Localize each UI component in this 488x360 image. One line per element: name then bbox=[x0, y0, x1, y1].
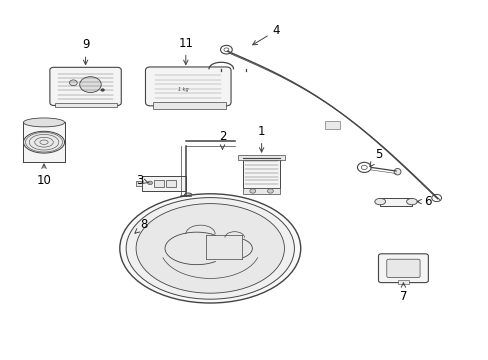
Bar bbox=[325, 121, 339, 129]
Ellipse shape bbox=[374, 198, 385, 205]
Bar bbox=[142, 176, 185, 191]
Circle shape bbox=[147, 181, 152, 185]
Bar bbox=[23, 122, 64, 162]
Circle shape bbox=[69, 80, 77, 86]
Text: 3: 3 bbox=[135, 174, 148, 186]
Ellipse shape bbox=[393, 168, 400, 175]
Text: 4: 4 bbox=[252, 24, 280, 45]
Bar bbox=[154, 180, 163, 187]
Text: 7: 7 bbox=[399, 283, 407, 303]
Text: 8: 8 bbox=[135, 219, 148, 233]
Bar bbox=[55, 103, 117, 107]
Bar bbox=[243, 158, 279, 188]
Text: 5: 5 bbox=[369, 148, 382, 167]
Bar bbox=[397, 280, 408, 284]
Circle shape bbox=[101, 89, 104, 91]
FancyBboxPatch shape bbox=[378, 254, 427, 283]
Text: 10: 10 bbox=[37, 164, 51, 186]
Circle shape bbox=[267, 189, 273, 193]
Ellipse shape bbox=[406, 198, 417, 205]
Bar bbox=[152, 102, 225, 109]
Ellipse shape bbox=[183, 193, 192, 199]
Text: 11: 11 bbox=[178, 37, 193, 64]
Text: 6: 6 bbox=[416, 195, 431, 208]
Ellipse shape bbox=[120, 194, 300, 303]
FancyBboxPatch shape bbox=[145, 67, 230, 106]
Ellipse shape bbox=[23, 131, 64, 153]
Text: 9: 9 bbox=[81, 39, 89, 64]
Bar bbox=[136, 181, 142, 186]
Circle shape bbox=[80, 77, 101, 93]
FancyBboxPatch shape bbox=[50, 67, 121, 105]
Text: 2: 2 bbox=[218, 130, 226, 149]
Ellipse shape bbox=[23, 118, 64, 127]
Ellipse shape bbox=[136, 204, 284, 293]
FancyBboxPatch shape bbox=[386, 259, 419, 278]
Ellipse shape bbox=[126, 198, 294, 299]
Bar bbox=[238, 155, 284, 161]
Circle shape bbox=[249, 189, 255, 193]
Bar bbox=[243, 188, 279, 194]
Bar bbox=[380, 198, 411, 206]
Bar bbox=[166, 180, 176, 187]
Text: 1: 1 bbox=[257, 125, 265, 152]
Text: 1 kg: 1 kg bbox=[178, 87, 188, 93]
